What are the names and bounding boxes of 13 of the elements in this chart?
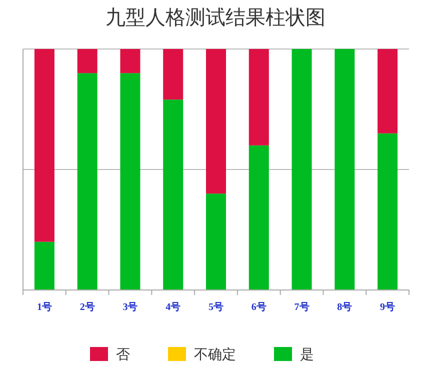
legend-label: 是 [300,346,314,362]
chart-title: 九型人格测试结果柱状图 [106,7,326,29]
x-tick-label: 6号 [251,301,266,313]
x-tick-label: 2号 [80,301,95,313]
x-tick-label: 1号 [36,301,52,313]
x-tick-label: 5号 [208,301,224,313]
legend-label: 否 [116,346,130,362]
x-tick-label: 8号 [337,301,352,313]
legend-label: 不确定 [194,346,236,362]
x-tick-label: 7号 [294,301,310,313]
x-tick-label: 9号 [380,301,396,313]
x-tick-label: 3号 [122,301,138,313]
x-tick-label: 4号 [166,301,181,313]
